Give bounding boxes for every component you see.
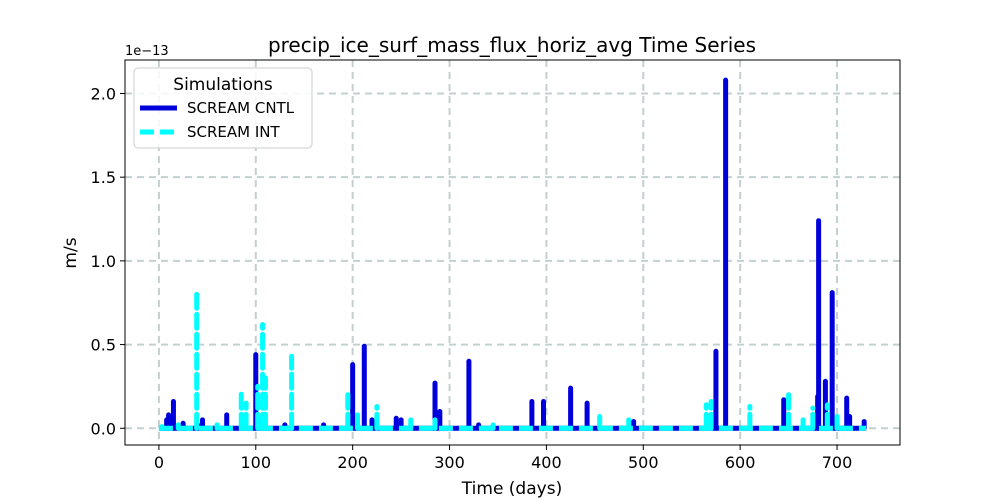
- legend-label-scream-cntl: SCREAM CNTL: [187, 99, 295, 117]
- y-tick-label: 1.5: [91, 168, 116, 187]
- legend-box: [133, 67, 313, 149]
- x-axis-label: Time (days): [461, 479, 562, 499]
- legend-label-scream-int: SCREAM INT: [187, 123, 281, 141]
- plot-series: [158, 77, 867, 431]
- x-tick-label: 700: [822, 453, 853, 472]
- x-tick-label: 300: [434, 453, 465, 472]
- y-axis-label: m/s: [61, 237, 81, 268]
- x-tick-label: 500: [628, 453, 659, 472]
- legend: Simulations SCREAM CNTL SCREAM INT: [133, 67, 313, 149]
- y-tick-label: 1.0: [91, 252, 116, 271]
- series-scream-int: [158, 291, 867, 431]
- x-tick-label: 400: [531, 453, 562, 472]
- y-tick-label: 0.5: [91, 336, 116, 355]
- x-tick-label: 0: [154, 453, 164, 472]
- axes-frame: [124, 59, 901, 446]
- chart-title: precip_ice_surf_mass_flux_horiz_avg Time…: [268, 33, 756, 57]
- axis-ticks: 0 100 200 300 400 500 600 700 0.0 0.5 1.0 1.5 2.0: [91, 84, 853, 472]
- y-tick-label: 0.0: [91, 419, 116, 438]
- x-tick-label: 200: [337, 453, 368, 472]
- y-offset-label: 1e−13: [125, 44, 169, 59]
- legend-title: Simulations: [173, 75, 273, 95]
- x-tick-label: 100: [241, 453, 272, 472]
- y-tick-label: 2.0: [91, 84, 116, 103]
- x-tick-label: 600: [725, 453, 756, 472]
